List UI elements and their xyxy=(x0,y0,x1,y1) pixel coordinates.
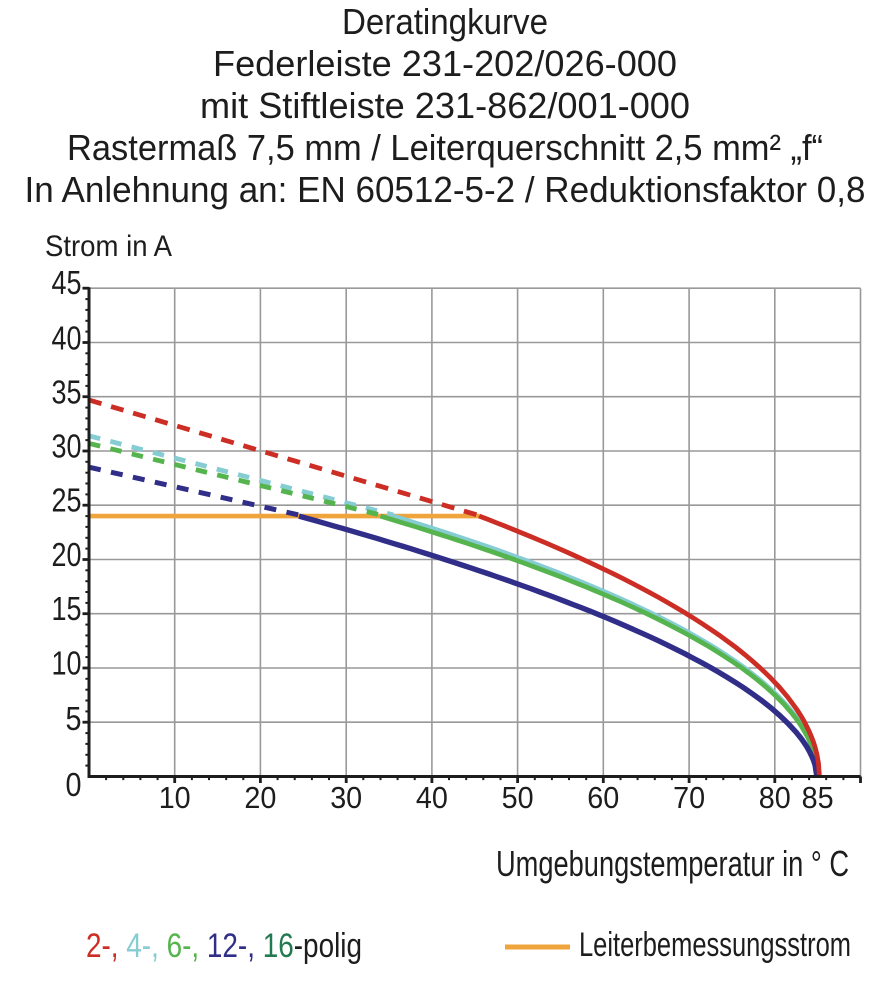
svg-text:In Anlehnung an: EN 60512-5-2: In Anlehnung an: EN 60512-5-2 / Reduktio… xyxy=(25,169,866,210)
svg-text:10: 10 xyxy=(159,780,191,815)
svg-text:5: 5 xyxy=(66,700,82,737)
svg-text:20: 20 xyxy=(244,780,276,815)
svg-text:0: 0 xyxy=(66,766,82,803)
svg-text:2-, 4-, 6-, 12-, 16-polig: 2-, 4-, 6-, 12-, 16-polig xyxy=(86,927,362,965)
svg-text:Strom in A: Strom in A xyxy=(45,230,172,263)
svg-text:Umgebungstemperatur in ° C: Umgebungstemperatur in ° C xyxy=(496,843,849,884)
svg-text:15: 15 xyxy=(52,590,82,627)
svg-text:60: 60 xyxy=(587,780,619,815)
svg-text:25: 25 xyxy=(52,482,82,519)
svg-text:Federleiste 231-202/026-000: Federleiste 231-202/026-000 xyxy=(213,43,677,84)
svg-text:35: 35 xyxy=(52,374,82,411)
svg-text:45: 45 xyxy=(52,264,82,301)
svg-text:Leiterbemessungsstrom: Leiterbemessungsstrom xyxy=(579,926,851,964)
svg-text:Rastermaß 7,5 mm / Leiterquers: Rastermaß 7,5 mm / Leiterquerschnitt 2,5… xyxy=(67,127,823,168)
svg-text:85: 85 xyxy=(802,780,834,815)
svg-text:40: 40 xyxy=(416,780,448,815)
svg-text:mit Stiftleiste 231-862/001-00: mit Stiftleiste 231-862/001-000 xyxy=(200,85,690,126)
svg-text:70: 70 xyxy=(673,780,705,815)
svg-text:80: 80 xyxy=(759,780,791,815)
svg-text:40: 40 xyxy=(52,320,82,357)
svg-text:30: 30 xyxy=(330,780,362,815)
svg-text:20: 20 xyxy=(52,536,82,573)
svg-text:30: 30 xyxy=(52,428,82,465)
svg-text:10: 10 xyxy=(52,645,82,682)
svg-text:Deratingkurve: Deratingkurve xyxy=(342,1,548,42)
svg-text:50: 50 xyxy=(502,780,534,815)
